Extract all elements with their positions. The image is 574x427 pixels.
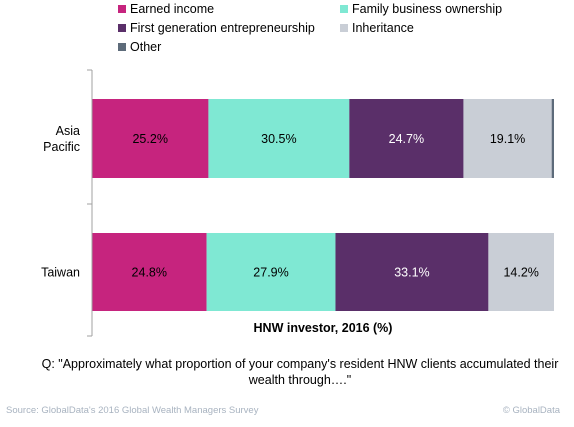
bar-segment bbox=[335, 233, 489, 311]
bar-segment bbox=[92, 99, 209, 178]
copyright-note: © GlobalData bbox=[502, 405, 560, 416]
legend-item: Earned income bbox=[118, 2, 214, 16]
legend-swatch bbox=[118, 24, 126, 32]
stacked-bar-chart: 25.2% 30.5% 24.7% 19.1% Asia Pacific 24.8% 27.9… bbox=[41, 69, 554, 337]
legend-item: Family business ownership bbox=[340, 2, 502, 16]
bar-segment bbox=[208, 99, 350, 178]
legend-label: Family business ownership bbox=[352, 2, 503, 16]
category-label: Taiwan bbox=[41, 266, 80, 280]
legend-label: Earned income bbox=[130, 2, 215, 16]
legend-label: Inheritance bbox=[352, 21, 414, 35]
source-note: Source: GlobalData's 2016 Global Wealth … bbox=[6, 405, 259, 416]
legend-swatch bbox=[118, 5, 126, 13]
data-label: 25.2% bbox=[132, 132, 167, 146]
data-label: 19.1% bbox=[490, 132, 525, 146]
legend-swatch bbox=[340, 5, 348, 13]
data-label: 24.8% bbox=[132, 266, 167, 280]
data-label: 14.2% bbox=[503, 266, 538, 280]
data-label: 30.5% bbox=[261, 132, 296, 146]
data-label: 33.1% bbox=[394, 266, 429, 280]
bar-segment bbox=[349, 99, 464, 178]
legend-label: First generation entrepreneurship bbox=[130, 21, 315, 35]
category-label: Asia bbox=[56, 124, 80, 138]
legend-label: Other bbox=[130, 40, 162, 54]
bar-segment bbox=[92, 233, 207, 311]
category-label: Pacific bbox=[43, 140, 80, 154]
bar-segment bbox=[463, 99, 552, 178]
legend-swatch bbox=[118, 43, 126, 51]
bar-segment bbox=[551, 99, 554, 178]
survey-question: Q: "Approximately what proportion of you… bbox=[41, 357, 559, 387]
legend-swatch bbox=[340, 24, 348, 32]
bar-segment bbox=[488, 233, 554, 311]
legend-item: Inheritance bbox=[340, 21, 414, 35]
bar-segment bbox=[206, 233, 336, 311]
x-axis-label: HNW investor, 2016 (%) bbox=[253, 321, 393, 335]
chart-legend: Earned income Family business ownership Fi… bbox=[118, 2, 558, 58]
data-label: 24.7% bbox=[389, 132, 424, 146]
legend-item: Other bbox=[118, 40, 161, 54]
data-label: 27.9% bbox=[253, 266, 288, 280]
legend-item: First generation entrepreneurship bbox=[118, 21, 315, 35]
